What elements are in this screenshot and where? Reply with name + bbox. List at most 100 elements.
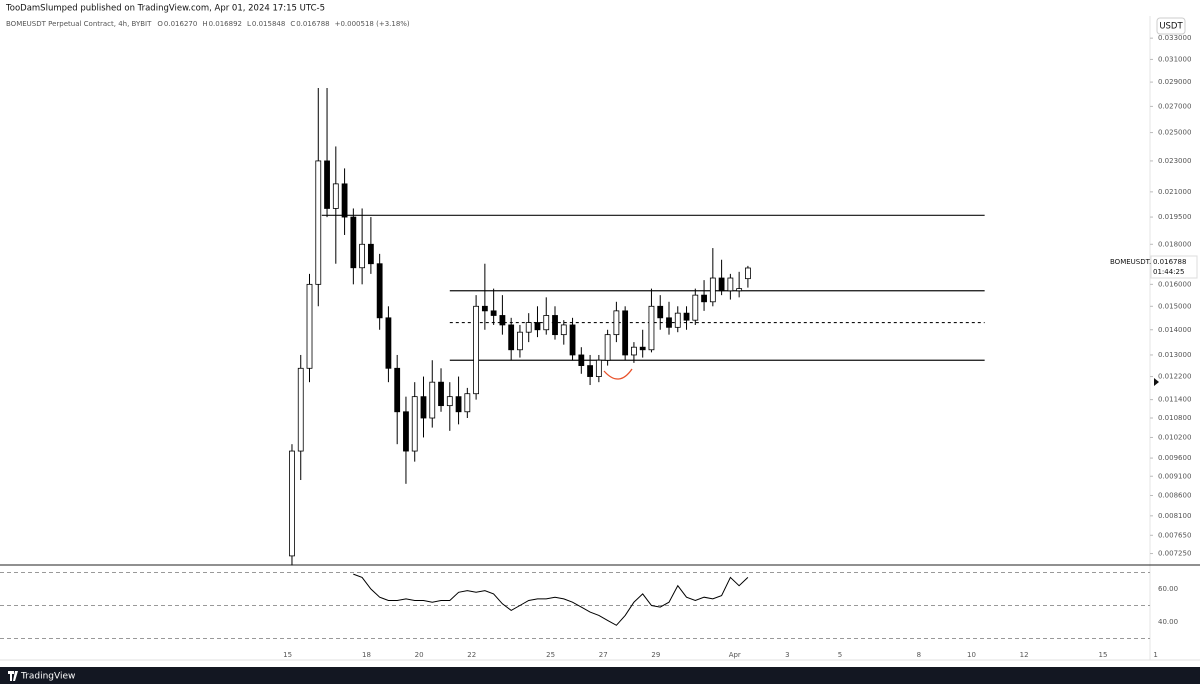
candle-body — [403, 411, 409, 452]
y-tick-label: 0.008100 — [1158, 512, 1191, 520]
y-tick-label: 0.027000 — [1158, 102, 1191, 110]
candle-body — [692, 294, 699, 321]
x-tick-label: 22 — [467, 651, 476, 659]
y-tick-label: 0.012200 — [1158, 373, 1191, 381]
candle-body — [508, 324, 515, 351]
y-tick-label: 0.021000 — [1158, 188, 1191, 196]
candle-body — [657, 305, 664, 319]
currency[interactable]: USDT — [1159, 22, 1183, 32]
candle-body — [534, 322, 541, 331]
candle-body — [674, 312, 681, 328]
x-tick-label: 15 — [1099, 651, 1108, 659]
y-tick-label: 0.025000 — [1158, 129, 1191, 137]
candle-body — [701, 294, 707, 303]
candle-body — [569, 324, 576, 356]
x-tick-label: 20 — [415, 651, 424, 659]
legend: BOMEUSDT Perpetual Contract, 4h, BYBIT O 0… — [6, 20, 410, 28]
candle-body — [543, 315, 550, 331]
y-tick-label: 0.011400 — [1158, 396, 1191, 404]
candle-body — [297, 367, 304, 452]
ohlc-key: L — [247, 20, 251, 28]
currency-button[interactable] — [1156, 17, 1186, 35]
candle-body — [385, 317, 392, 369]
last-price-symbol: BOMEUSDT.P — [1110, 258, 1156, 266]
change: +0.000518 (+3.18%) — [335, 20, 410, 28]
candle-body — [727, 277, 734, 292]
candle-body — [473, 305, 479, 395]
ohlc-key: H — [202, 20, 207, 28]
candle-body — [367, 243, 374, 265]
candle-body — [341, 183, 348, 218]
candle-body — [560, 324, 567, 336]
candle-body — [709, 277, 716, 303]
countdown: 01:44:25 — [1153, 268, 1184, 276]
candle-body — [490, 310, 497, 316]
candle-body — [745, 267, 751, 280]
candle-body — [578, 354, 585, 366]
candle-body — [481, 305, 488, 312]
x-tick-label: 10 — [967, 651, 976, 659]
x-tick-label: 27 — [599, 651, 608, 659]
annotation-arc — [603, 368, 633, 380]
y-tick-label: 0.016000 — [1158, 280, 1191, 288]
candle-body — [639, 346, 646, 351]
candle-body — [499, 315, 506, 326]
scroll-arrow[interactable] — [1154, 378, 1159, 386]
candle-body — [631, 346, 637, 356]
ohlc-value: 0.016788 — [296, 20, 329, 28]
footer — [0, 667, 1200, 684]
candle-body — [648, 305, 655, 351]
candle-body — [517, 331, 523, 351]
ohlc-value: 0.016270 — [164, 20, 197, 28]
last-price-box — [1150, 255, 1198, 279]
candle-body — [376, 263, 383, 319]
candle-body — [683, 312, 690, 321]
x-tick-label: Apr — [729, 651, 741, 659]
y-tick-label: 0.008600 — [1158, 491, 1191, 499]
publisher: TooDamSlumped published on TradingView.c… — [5, 4, 325, 14]
ohlc-value: 0.016892 — [209, 20, 242, 28]
candle-body — [622, 310, 629, 356]
brand-logo — [8, 671, 18, 681]
candle-body — [429, 381, 436, 419]
y-tick-label: 0.023000 — [1158, 157, 1191, 165]
y-tick-label: 0.010200 — [1158, 433, 1191, 441]
ohlc-value: 0.015848 — [252, 20, 285, 28]
x-tick-label: 12 — [1020, 651, 1029, 659]
y-tick-label: 0.033000 — [1158, 34, 1191, 42]
x-tick-label: 18 — [362, 651, 371, 659]
candle-body — [525, 322, 532, 333]
y-tick-label: 0.029000 — [1158, 78, 1191, 86]
y-tick-label: 0.018000 — [1158, 240, 1191, 248]
candle-body — [332, 183, 339, 209]
candle-body — [411, 396, 418, 452]
rsi-tick-label: 60.00 — [1158, 585, 1178, 593]
candle-body — [438, 381, 444, 407]
candle-body — [613, 310, 620, 336]
ohlc-key: C — [290, 20, 295, 28]
candle-body — [587, 365, 593, 377]
candle-body — [736, 288, 743, 292]
y-tick-label: 0.009100 — [1158, 472, 1191, 480]
y-tick-label: 0.031000 — [1158, 55, 1191, 63]
candle-body — [464, 393, 471, 413]
candle-body — [420, 396, 427, 419]
candle-body — [604, 334, 611, 361]
y-tick-label: 0.007250 — [1158, 550, 1191, 558]
y-tick-label: 0.019500 — [1158, 213, 1191, 221]
candle-body — [595, 359, 602, 377]
x-tick-label: 5 — [838, 651, 842, 659]
candle-body — [446, 396, 453, 407]
y-tick-label: 0.009600 — [1158, 454, 1191, 462]
candle-body — [289, 450, 295, 557]
ohlc-key: O — [157, 20, 163, 28]
candle-body — [666, 317, 672, 328]
candle-body — [718, 277, 725, 292]
y-tick-label: 0.010800 — [1158, 414, 1191, 422]
rsi-tick-label: 40.00 — [1158, 618, 1178, 626]
candle-body — [315, 160, 322, 285]
candle-body — [552, 315, 558, 336]
instrument: BOMEUSDT Perpetual Contract, 4h, BYBIT — [6, 20, 152, 28]
y-tick-label: 0.015000 — [1158, 302, 1191, 310]
